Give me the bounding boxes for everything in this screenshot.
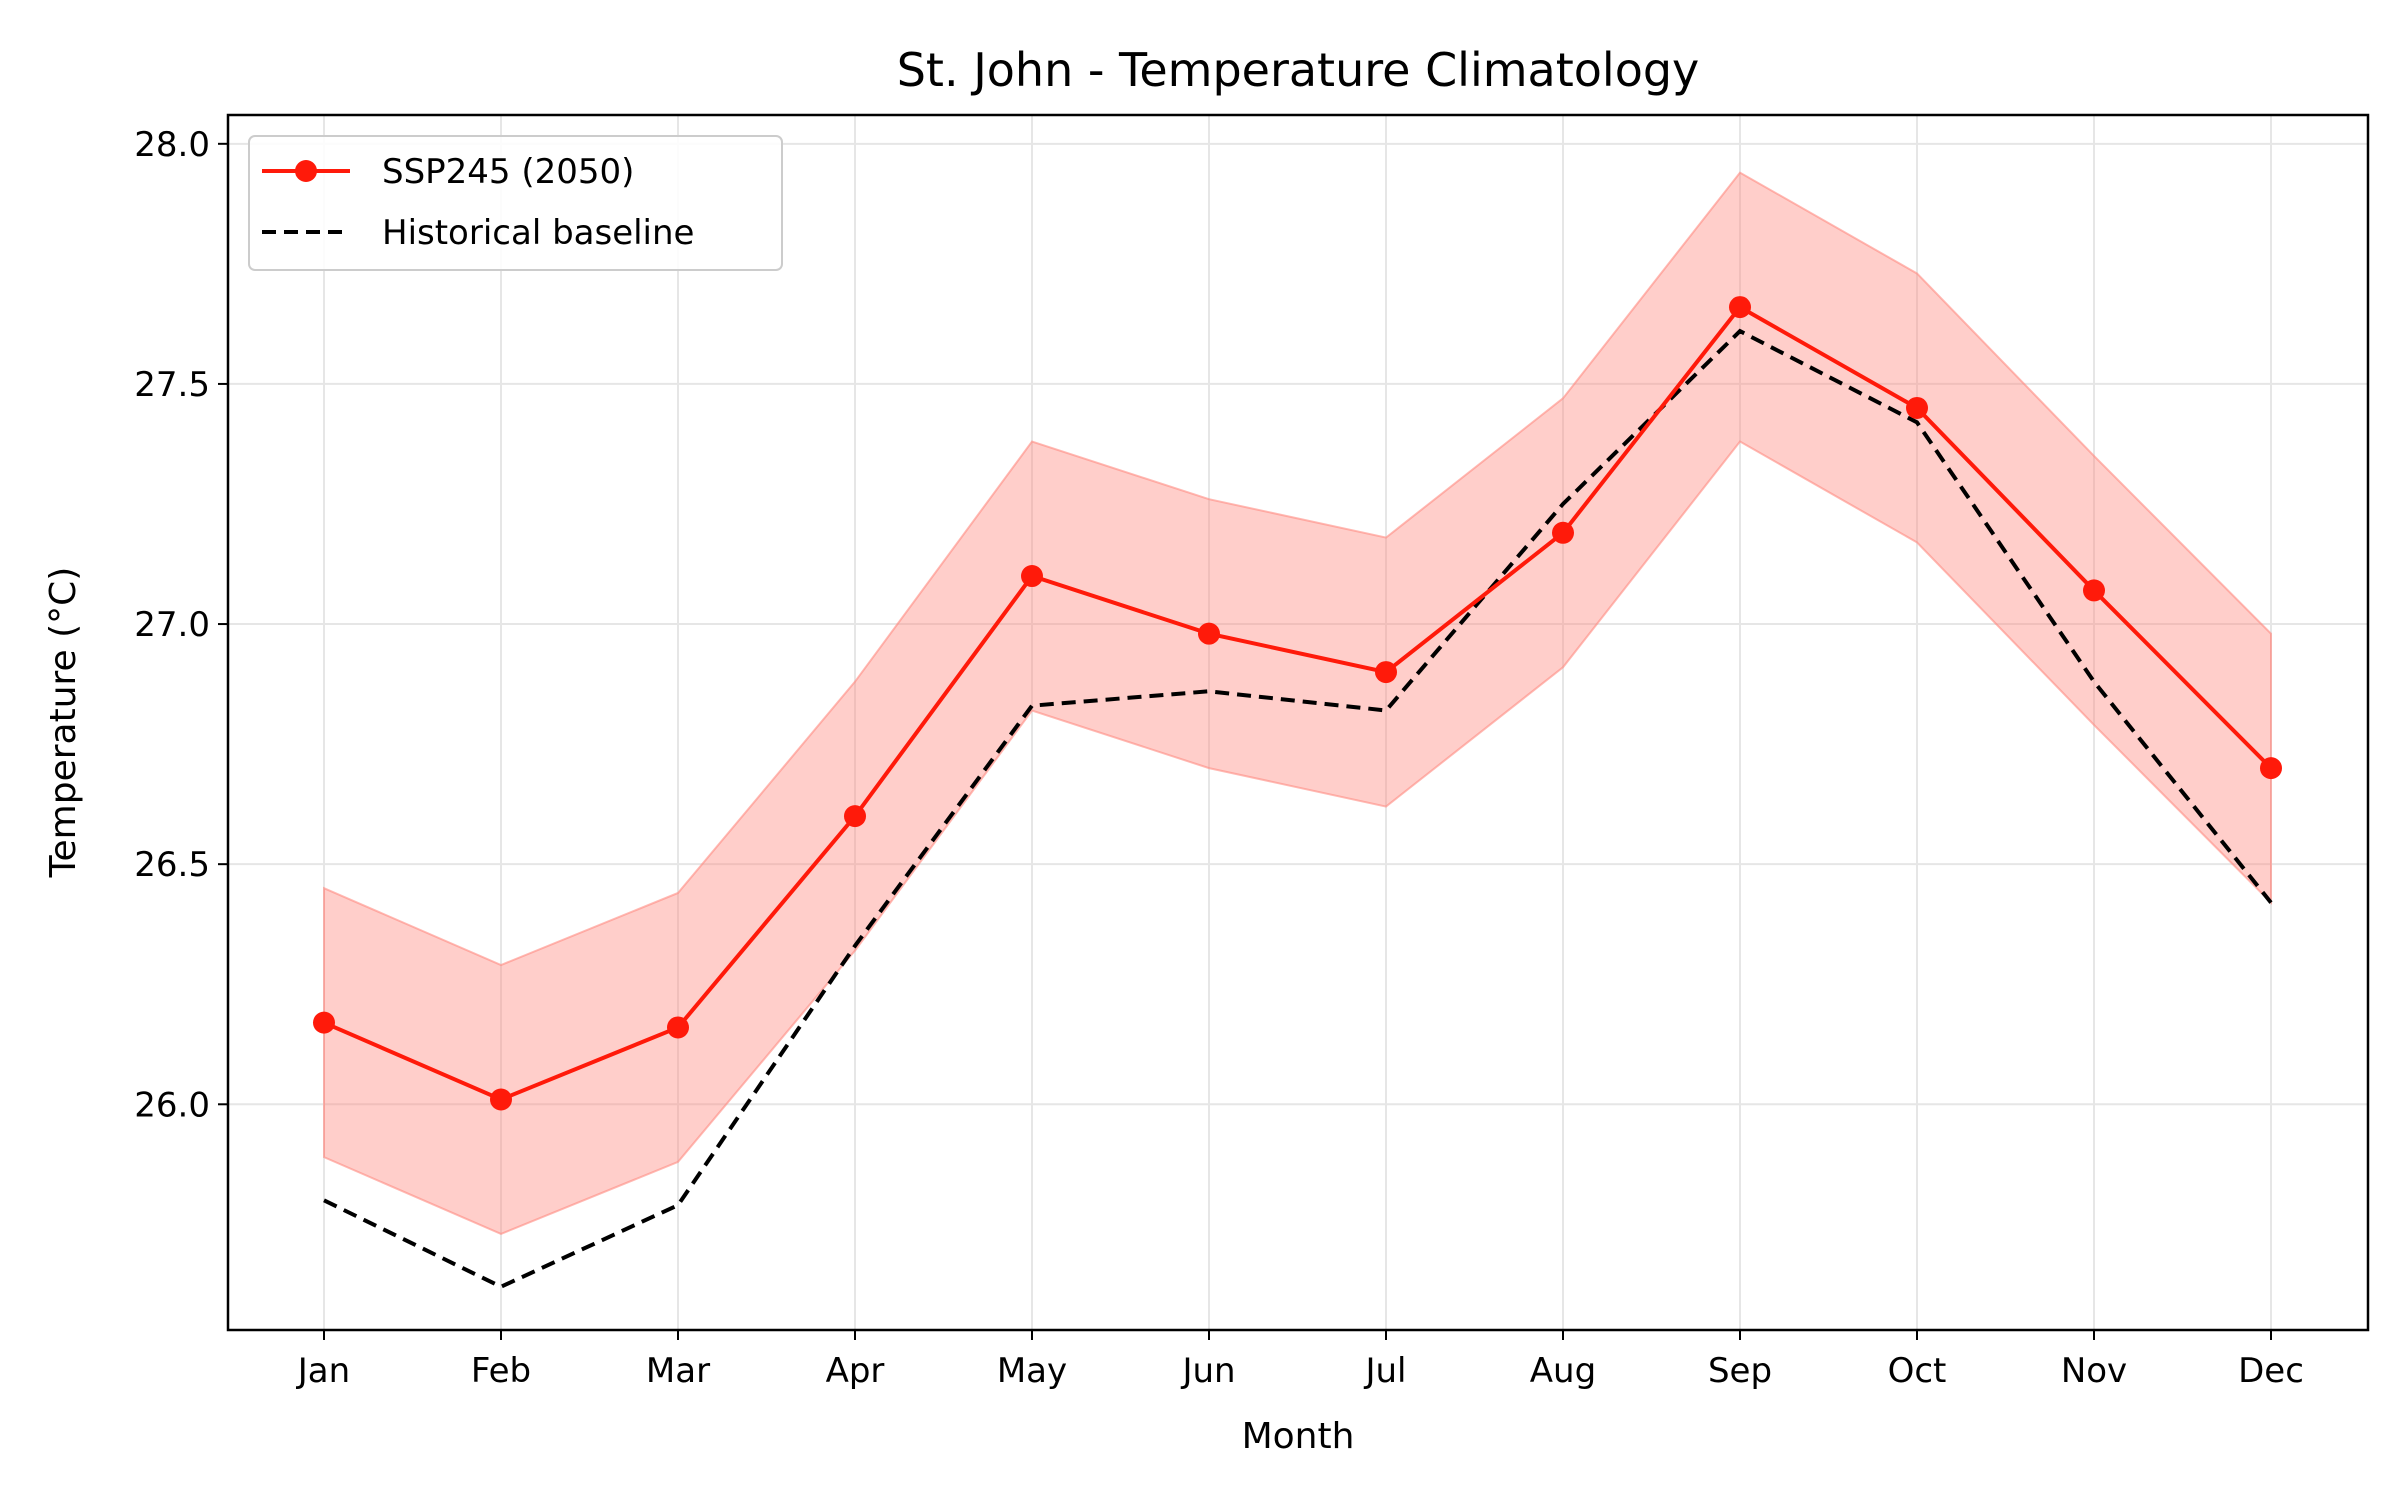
x-tick-label: Sep xyxy=(1708,1351,1772,1391)
x-tick-label: Aug xyxy=(1530,1351,1596,1391)
x-tick-label: Jul xyxy=(1363,1351,1406,1391)
x-tick-label: Feb xyxy=(471,1351,531,1391)
y-axis-ticks: 26.0 26.5 27.0 27.5 28.0 xyxy=(134,125,228,1125)
y-tick-label: 26.5 xyxy=(134,845,210,885)
ssp245-point xyxy=(844,805,866,828)
legend-marker-ssp245 xyxy=(295,160,317,182)
ssp245-point xyxy=(2260,757,2282,780)
ssp245-point xyxy=(1375,661,1397,684)
y-tick-label: 28.0 xyxy=(134,125,210,165)
legend-label-ssp245: SSP245 (2050) xyxy=(382,152,634,192)
y-tick-label: 27.0 xyxy=(134,605,210,645)
x-tick-label: Nov xyxy=(2061,1351,2127,1391)
ssp245-line xyxy=(323,304,2273,1102)
x-tick-label: Jun xyxy=(1180,1351,1235,1391)
legend-label-historical: Historical baseline xyxy=(382,213,694,253)
legend-box xyxy=(248,135,783,271)
ssp245-point xyxy=(1021,565,1043,588)
y-tick-label: 26.0 xyxy=(134,1085,210,1125)
x-tick-label: Mar xyxy=(646,1351,710,1391)
ssp245-point xyxy=(1552,521,1574,544)
x-tick-label: Dec xyxy=(2238,1351,2304,1391)
x-axis-label: Month xyxy=(1242,1416,1355,1457)
series-markers xyxy=(313,296,2282,1111)
x-tick-label: May xyxy=(997,1351,1067,1391)
plot-frame xyxy=(226,113,2370,1332)
x-axis-ticks: Jan Feb Mar Apr May Jun Jul Aug Sep Oct Nov Dec xyxy=(296,1330,2304,1391)
ssp245-point xyxy=(1729,296,1751,319)
y-axis-label: Temperature (°C) xyxy=(43,567,84,879)
series-lines xyxy=(323,304,2273,1289)
legend: SSP245 (2050) Historical baseline xyxy=(248,135,783,271)
x-tick-label: Apr xyxy=(826,1351,885,1391)
ssp245-point xyxy=(2083,579,2105,602)
x-tick-label: Oct xyxy=(1888,1351,1947,1391)
chart-title: St. John - Temperature Climatology xyxy=(897,43,1700,97)
ssp245-point xyxy=(667,1016,689,1039)
ssp245-point xyxy=(313,1011,335,1034)
y-tick-label: 27.5 xyxy=(134,365,210,405)
ssp245-point xyxy=(1906,396,1928,419)
ssp245-point xyxy=(1198,622,1220,645)
x-tick-label: Jan xyxy=(296,1351,350,1391)
historical-baseline-line xyxy=(323,328,2273,1289)
ssp245-point xyxy=(490,1088,512,1111)
